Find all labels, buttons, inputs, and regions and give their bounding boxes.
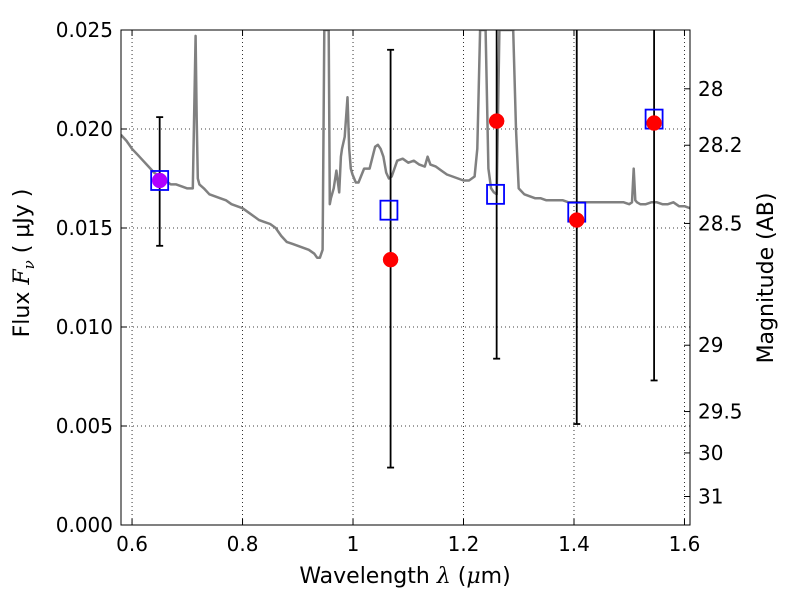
observed-photometry-point bbox=[569, 212, 585, 228]
ticks bbox=[121, 29, 690, 526]
y-tick-label: 0.005 bbox=[56, 414, 113, 438]
plot-frame bbox=[120, 29, 691, 526]
x-tick-label: 1.6 bbox=[669, 532, 701, 556]
plot-background bbox=[121, 30, 690, 525]
y-tick-label: 0.015 bbox=[56, 216, 113, 240]
y2-tick-label: 31 bbox=[698, 484, 723, 508]
y-tick-label: 0.025 bbox=[56, 18, 113, 42]
y2-tick-label: 28.2 bbox=[698, 133, 743, 157]
model-photometry-square bbox=[379, 199, 399, 221]
y-tick-label: 0.020 bbox=[56, 117, 113, 141]
observed-photometry-point bbox=[488, 113, 505, 129]
x-tick-label: 1.2 bbox=[448, 532, 480, 556]
x-axis-label: Wavelength λ (μm) bbox=[299, 564, 510, 589]
x-tick-label: 0.6 bbox=[116, 532, 148, 556]
observed-photometry-point bbox=[151, 172, 168, 189]
y-tick-label: 0.000 bbox=[56, 513, 113, 537]
tick-labels: 0.6 0.8 1 1.2 1.4 1.6 0.000 0.005 0.010 0.015 0.02… bbox=[56, 18, 743, 556]
y-axis-label: Flux Fν ( μJy ) bbox=[10, 189, 38, 338]
x-tick-label: 0.8 bbox=[227, 532, 259, 556]
y2-tick-label: 28.5 bbox=[698, 211, 743, 235]
y2-tick-label: 28 bbox=[698, 77, 723, 101]
model-photometry-square bbox=[150, 170, 170, 191]
x-tick-label: 1 bbox=[347, 532, 360, 556]
y2-tick-label: 30 bbox=[698, 441, 723, 465]
model-photometry-square bbox=[486, 183, 505, 205]
y2-tick-label: 29 bbox=[698, 333, 723, 357]
y-tick-label: 0.010 bbox=[56, 315, 113, 339]
x-tick-label: 1.4 bbox=[558, 532, 590, 556]
observed-photometry-point bbox=[646, 115, 662, 131]
observed-photometry-point bbox=[382, 251, 399, 268]
data-markers bbox=[150, 108, 664, 268]
y2-tick-label: 29.5 bbox=[698, 400, 743, 424]
y2-axis-label: Magnitude (AB) bbox=[754, 193, 779, 364]
